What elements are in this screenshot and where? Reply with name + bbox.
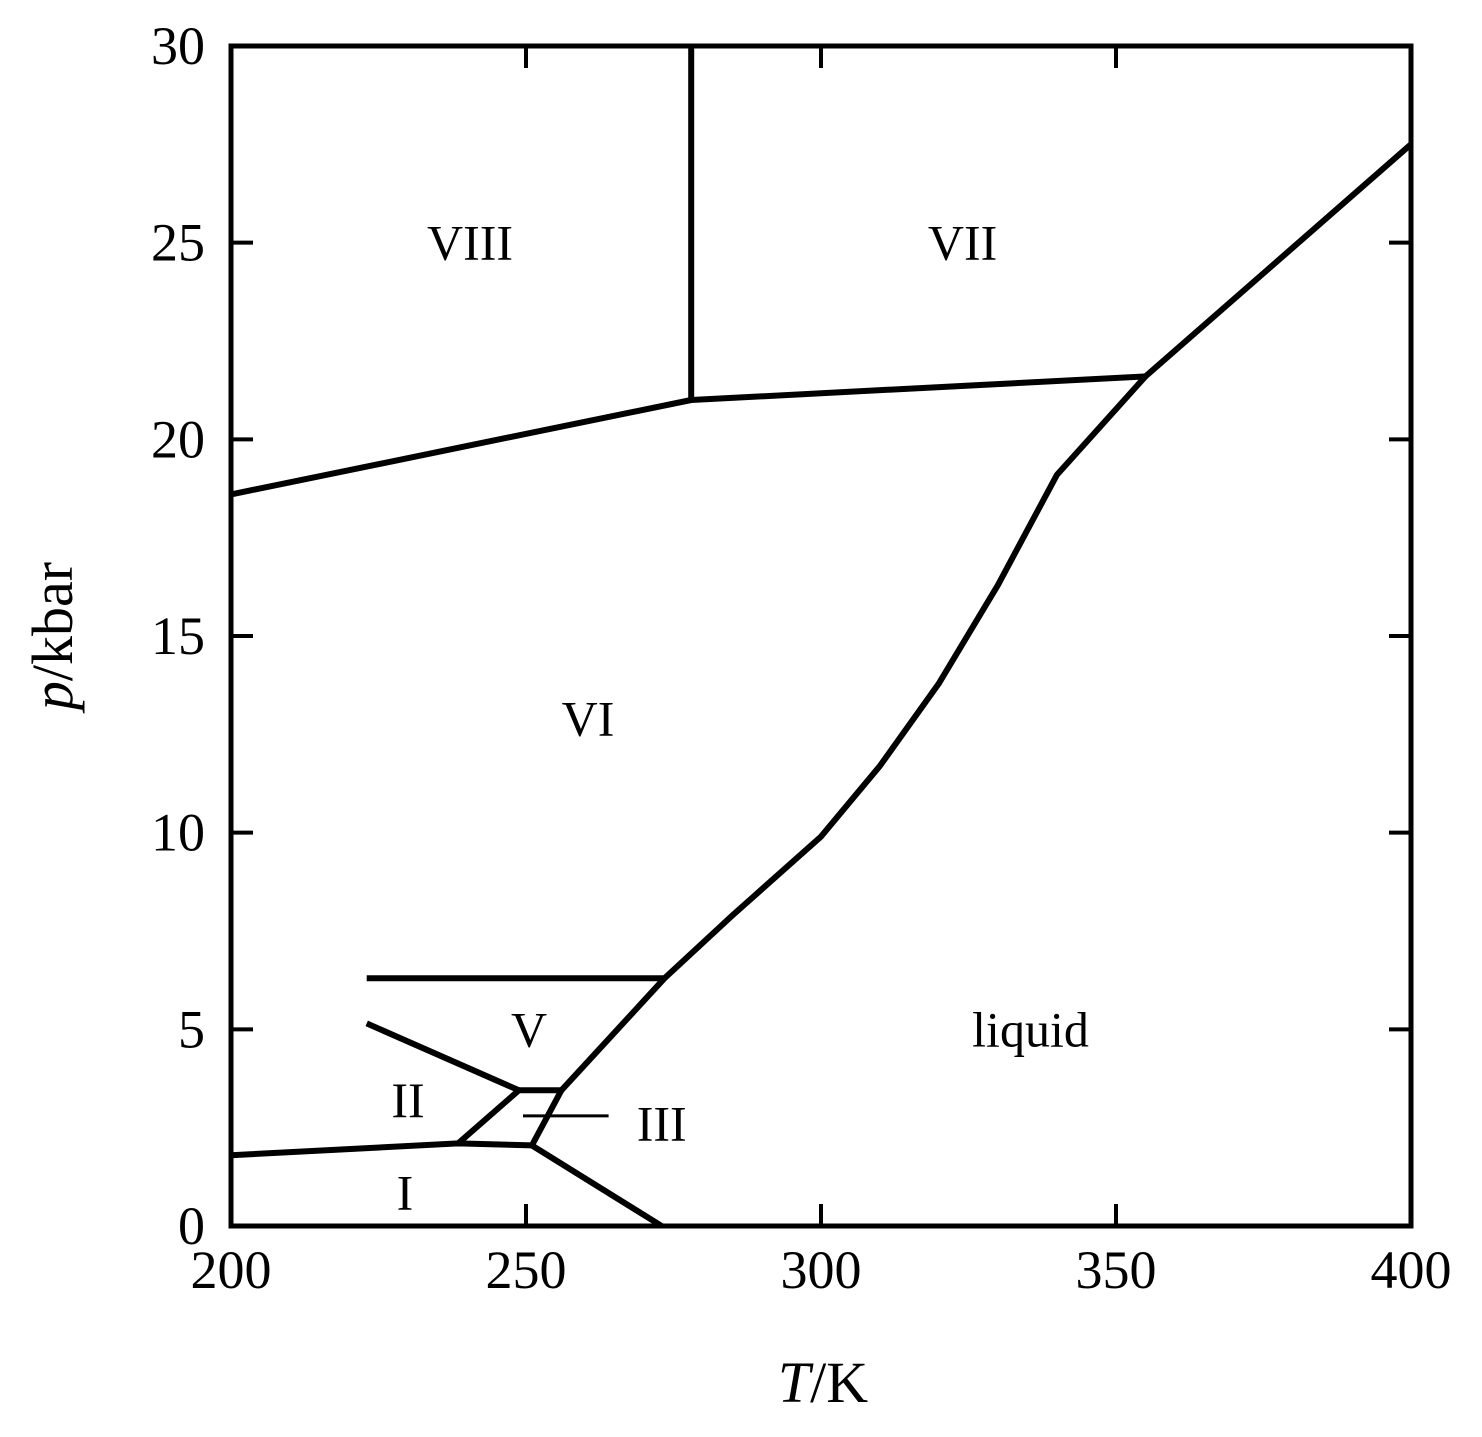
phase-boundary-line bbox=[662, 374, 1148, 981]
x-axis-unit: /K bbox=[810, 1350, 868, 1415]
y-tick-label: 15 bbox=[151, 606, 205, 666]
phase-boundary-line bbox=[230, 1140, 532, 1159]
y-axis-label: p/kbar bbox=[20, 562, 85, 714]
y-tick-label: 25 bbox=[151, 213, 205, 273]
phase-region-label: I bbox=[397, 1165, 414, 1221]
y-axis-unit: /kbar bbox=[20, 562, 85, 681]
x-axis-label: T/K bbox=[778, 1350, 868, 1415]
phase-boundary-line bbox=[456, 1087, 565, 1147]
x-tick-label: 250 bbox=[486, 1240, 567, 1300]
phase-region-label: VIII bbox=[427, 215, 513, 271]
axis-ticks: 200 250 300 350 400 0 5 10 15 20 25 30 bbox=[151, 16, 1452, 1300]
x-tick-label: 400 bbox=[1371, 1240, 1452, 1300]
y-axis-symbol: p bbox=[20, 681, 85, 714]
phase-boundary-line bbox=[1143, 142, 1413, 379]
y-tick-label: 20 bbox=[151, 409, 205, 469]
x-axis-symbol: T bbox=[778, 1350, 814, 1415]
y-tick-label: 5 bbox=[178, 999, 205, 1059]
phase-region-label: V bbox=[511, 1001, 547, 1057]
x-tick-label: 300 bbox=[781, 1240, 862, 1300]
x-tick-label: 200 bbox=[191, 1240, 272, 1300]
x-tick-label: 350 bbox=[1076, 1240, 1157, 1300]
phase-boundary-line bbox=[559, 976, 667, 1093]
phase-region-label: VII bbox=[928, 215, 997, 271]
y-tick-label: 0 bbox=[178, 1196, 205, 1256]
phase-region-label: II bbox=[391, 1072, 424, 1128]
phase-region-label: liquid bbox=[972, 1001, 1089, 1057]
plot-frame bbox=[228, 43, 1414, 1229]
phase-boundaries bbox=[230, 46, 1413, 1229]
phase-region-label: VI bbox=[562, 691, 615, 747]
y-tick-label: 10 bbox=[151, 803, 205, 863]
phase-boundary-line bbox=[365, 1020, 521, 1094]
y-tick-label: 30 bbox=[151, 16, 205, 76]
phase-region-label: III bbox=[637, 1096, 687, 1152]
phase-boundary-line bbox=[530, 1142, 664, 1229]
